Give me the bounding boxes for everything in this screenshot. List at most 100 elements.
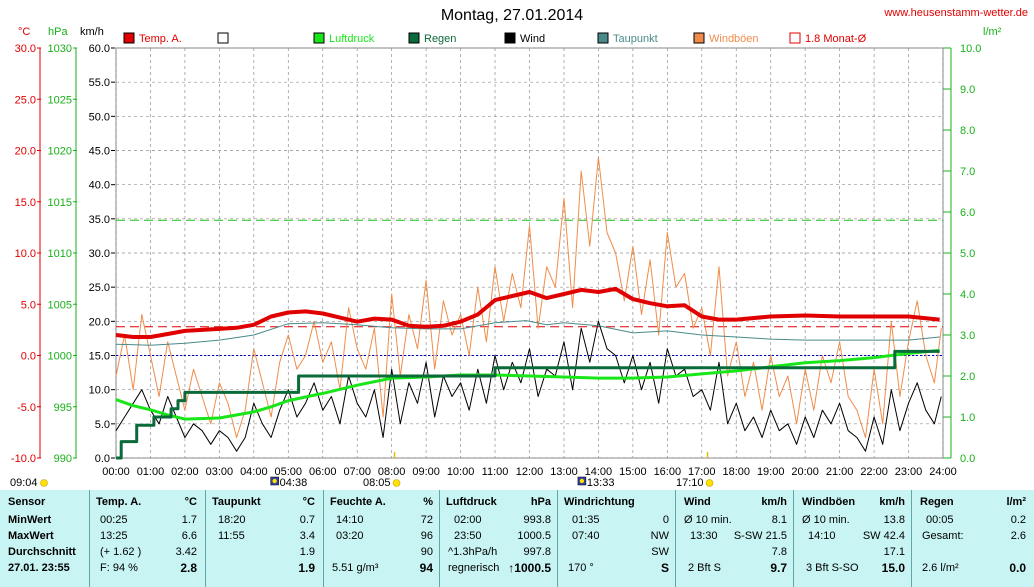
dewpoint-max-time: 11:55 [218,530,245,542]
marker-label: 13:33 [587,477,615,489]
marker-label: 04:38 [280,477,308,489]
x-tick-label: 19:00 [757,466,785,478]
rain-tick-label: 0.0 [960,453,975,465]
dewpoint-current-value: 1.9 [298,561,315,575]
temp-max-value: 6.6 [181,530,197,542]
temp-unit-label: °C [18,26,30,38]
x-tick-label: 24:00 [929,466,957,478]
x-tick-label: 11:00 [482,466,509,478]
pressure-current-value: ↑1000.5 [508,561,551,575]
legend-label: Windböen [709,33,759,45]
x-tick-label: 18:00 [722,466,750,478]
rain-day-total: 2.6 l/m² [922,562,959,574]
series-wind [115,320,942,452]
marker-label: 09:04 [10,477,38,489]
wind-direction-avg-value: SW [651,546,669,558]
legend-swatch [693,32,705,44]
rain-tick-label: 7.0 [960,166,975,178]
x-tick-label: 02:00 [171,466,199,478]
speed-tick-label: 45.0 [89,146,110,158]
x-tick-label: 10:00 [447,466,475,478]
sunrise-marker-icon [392,479,401,487]
row-label-max: MaxWert [8,530,54,542]
marker-label: 17:10 [676,477,704,489]
rain-column: Regen l/m² 00:05 0.2 Gesamt: 2.6 2.6 l/m² 0… [912,490,1034,587]
row-label-avg: Durchschnitt [8,546,76,558]
legend-swatch [217,32,229,44]
dewpoint-avg-value: 1.9 [299,546,315,558]
temp-avg-delta: (+ 1.62 ) [100,546,142,558]
pressure-min-value: 993.8 [523,514,551,526]
x-tick-label: 06:00 [309,466,337,478]
weather-chart: Montag, 27.01.2014 www.heusenstamm-wette… [10,7,1028,489]
x-tick-label: 00:00 [102,466,130,478]
gusts-max-time: 14:10 [808,530,836,542]
speed-tick-label: 35.0 [89,214,110,226]
x-tick-label: 15:00 [619,466,647,478]
humidity-header: Feuchte A. [330,496,386,508]
gusts-unit: km/h [879,496,905,508]
humidity-max-value: 96 [420,530,433,542]
wind-direction-current-value: S [660,561,669,575]
rain-tick-label: 2.0 [960,371,975,383]
legend-label: Temp. A. [139,33,182,45]
wind-direction-max-value: NW [650,530,669,542]
sensor-header: Sensor [8,496,46,508]
row-label-min: MinWert [8,514,52,526]
x-tick-label: 04:00 [240,466,268,478]
legend-swatch [123,32,135,44]
x-tick-label: 17:00 [688,466,716,478]
rain-tick-label: 1.0 [960,412,975,424]
wind-unit: km/h [761,496,787,508]
temp-unit: °C [184,496,197,508]
dewpoint-max-value: 3.4 [299,530,315,542]
dewpoint-min-value: 0.7 [299,514,315,526]
wind-direction-max-time: 07:40 [572,530,600,542]
temp-tick-label: -5.0 [17,402,36,414]
pressure-max-time: 23:50 [454,530,482,542]
pressure-trend: ^1.3hPa/h [448,546,498,558]
speed-tick-label: 40.0 [89,180,110,192]
wind-header: Wind [684,496,711,508]
series-taupunkt [115,320,940,346]
temp-max-time: 13:25 [100,530,128,542]
dewpoint-min-time: 18:20 [218,514,246,526]
rain-total-label: Gesamt: [922,530,964,542]
series-layer [115,156,942,460]
temp-current-value: 2.8 [180,561,197,575]
x-tick-label: 09:00 [412,466,440,478]
speed-unit-label: km/h [80,26,104,38]
x-tick-label: 14:00 [585,466,613,478]
wind-beaufort: 2 Bft S [688,562,722,574]
row-label-current: 27.01. 23:55 [8,562,70,574]
humidity-current-value: 94 [419,561,433,575]
wind-min-value: 8.1 [771,514,787,526]
speed-tick-label: 30.0 [89,248,110,260]
rain-tick-label: 8.0 [960,125,975,137]
pressure-max-value: 1000.5 [517,530,551,542]
speed-tick-label: 25.0 [89,282,110,294]
x-tick-label: 23:00 [895,466,923,478]
rain-total-value: 2.6 [1010,530,1026,542]
moon-marker-icon-glyph [579,478,585,484]
legend-label: Regen [424,33,456,45]
dewpoint-column: Taupunkt °C 18:20 0.7 11:55 3.4 1.9 1.9 [206,490,324,587]
temp-column: Temp. A. °C 00:25 1.7 13:25 6.6 (+ 1.62 ) 3… [90,490,206,587]
pressure-tick-label: 995 [54,402,72,414]
pressure-header: Luftdruck [446,496,497,508]
rain-tick-label: 3.0 [960,330,975,342]
pressure-tick-label: 1015 [48,197,72,209]
x-tick-label: 05:00 [275,466,303,478]
series-temp-a [115,286,940,339]
legend-swatch [504,32,516,44]
pressure-tick-label: 1000 [48,351,72,363]
sensor-column: Sensor MinWert MaxWert Durchschnitt 27.0… [0,490,90,587]
humidity-absolute: 5.51 g/m³ [332,562,379,574]
speed-tick-label: 50.0 [89,111,110,123]
rain-max-rate-time: 00:05 [926,514,954,526]
gusts-min-value: 13.8 [883,514,905,526]
pressure-unit: hPa [530,496,551,508]
speed-tick-label: 55.0 [89,77,110,89]
temp-tick-label: 25.0 [15,94,36,106]
wind-direction-min-value: 0 [662,514,669,526]
